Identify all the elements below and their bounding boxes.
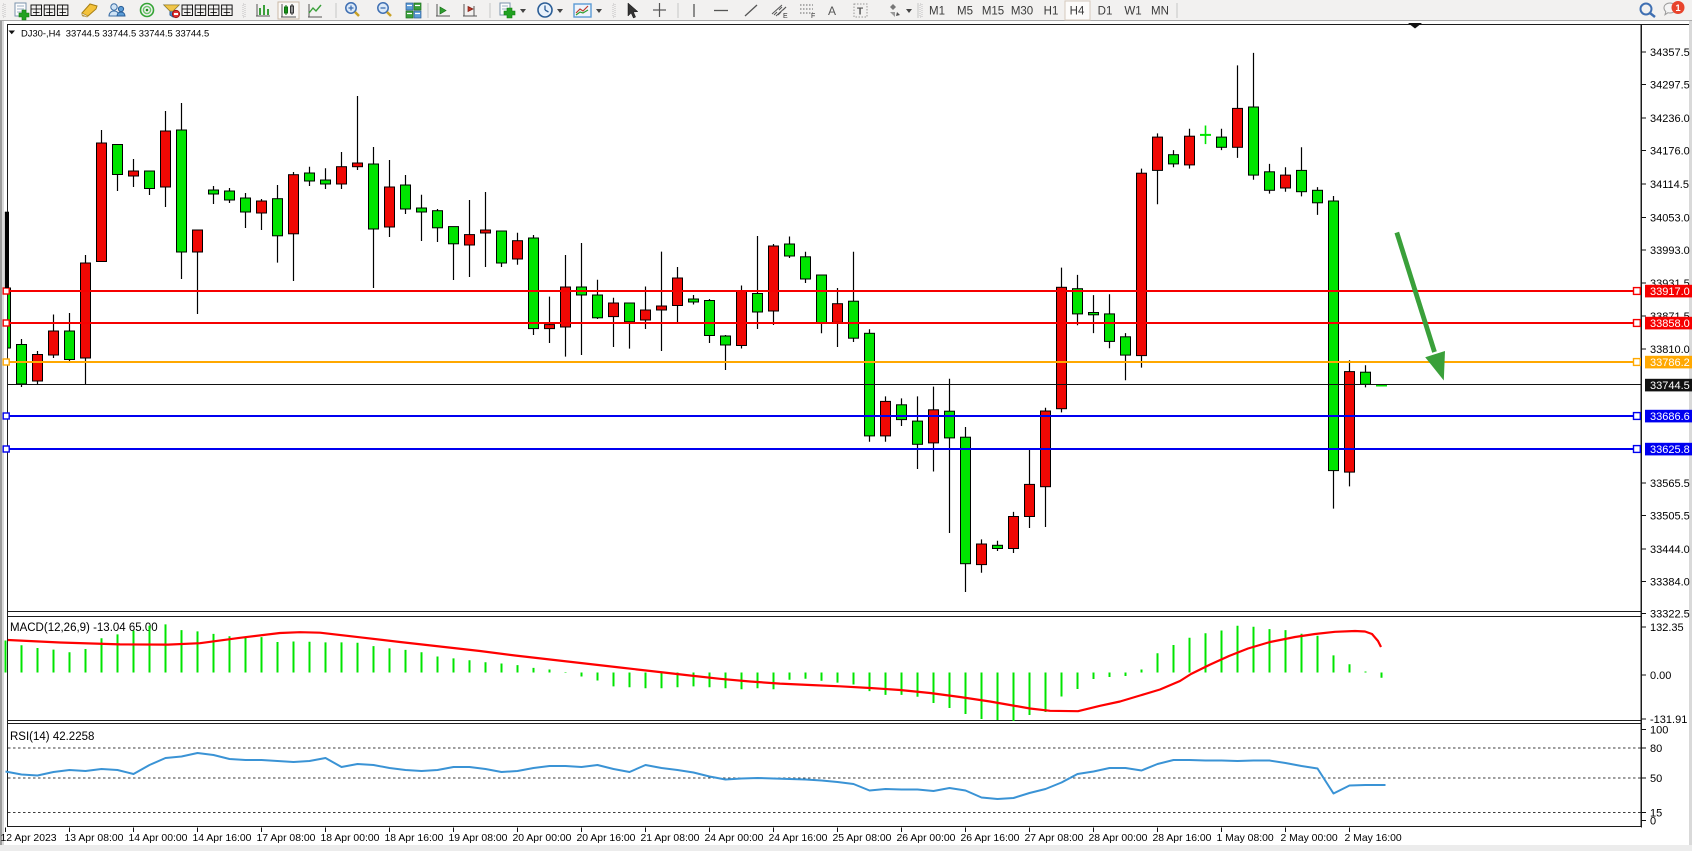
svg-text:33810.0: 33810.0	[1650, 344, 1690, 356]
svg-text:M30: M30	[1011, 6, 1033, 18]
svg-text:17 Apr 08:00: 17 Apr 08:00	[257, 833, 316, 844]
svg-text:33993.0: 33993.0	[1650, 245, 1690, 257]
svg-text:33384.0: 33384.0	[1650, 577, 1690, 589]
svg-text:80: 80	[1650, 743, 1662, 755]
svg-text:34053.0: 34053.0	[1650, 213, 1690, 225]
svg-text:33444.0: 33444.0	[1650, 544, 1690, 556]
svg-text:H4: H4	[1070, 6, 1085, 18]
svg-text:33565.5: 33565.5	[1650, 478, 1690, 490]
svg-text:34297.5: 34297.5	[1650, 80, 1690, 92]
svg-text:18 Apr 16:00: 18 Apr 16:00	[385, 833, 444, 844]
svg-text:14 Apr 16:00: 14 Apr 16:00	[193, 833, 252, 844]
svg-text:34176.0: 34176.0	[1650, 146, 1690, 158]
svg-text:33786.2: 33786.2	[1650, 357, 1690, 369]
svg-text:26 Apr 16:00: 26 Apr 16:00	[961, 833, 1020, 844]
svg-text:12 Apr 2023: 12 Apr 2023	[1, 833, 57, 844]
svg-text:RSI(14) 42.2258: RSI(14) 42.2258	[10, 731, 94, 743]
svg-text:MACD(12,26,9) -13.04 65.00: MACD(12,26,9) -13.04 65.00	[10, 622, 158, 634]
svg-text:18 Apr 00:00: 18 Apr 00:00	[321, 833, 380, 844]
svg-text:1: 1	[1675, 3, 1681, 14]
svg-text:15: 15	[1650, 808, 1662, 820]
svg-text:20 Apr 16:00: 20 Apr 16:00	[577, 833, 636, 844]
svg-text:33625.8: 33625.8	[1650, 444, 1690, 456]
svg-text:H1: H1	[1044, 6, 1059, 18]
svg-text:F: F	[811, 13, 815, 20]
svg-text:33505.5: 33505.5	[1650, 511, 1690, 523]
svg-text:0.00: 0.00	[1650, 670, 1671, 682]
svg-text:W1: W1	[1124, 6, 1141, 18]
svg-text:33744.5: 33744.5	[1650, 380, 1690, 392]
svg-text:E: E	[783, 13, 788, 20]
svg-text:100: 100	[1650, 725, 1668, 737]
svg-text:34357.5: 34357.5	[1650, 47, 1690, 59]
svg-text:50: 50	[1650, 773, 1662, 785]
svg-text:132.35: 132.35	[1650, 622, 1684, 634]
svg-text:M15: M15	[982, 6, 1004, 18]
svg-text:0: 0	[1650, 816, 1656, 828]
svg-text:33686.6: 33686.6	[1650, 411, 1690, 423]
svg-text:M1: M1	[929, 6, 945, 18]
svg-text:14 Apr 00:00: 14 Apr 00:00	[129, 833, 188, 844]
svg-text:13 Apr 08:00: 13 Apr 08:00	[65, 833, 124, 844]
svg-text:1 May 08:00: 1 May 08:00	[1217, 833, 1274, 844]
svg-text:34236.0: 34236.0	[1650, 113, 1690, 125]
svg-text:21 Apr 08:00: 21 Apr 08:00	[641, 833, 700, 844]
svg-text:M5: M5	[957, 6, 973, 18]
svg-text:2 May 00:00: 2 May 00:00	[1281, 833, 1338, 844]
svg-text:33858.0: 33858.0	[1650, 318, 1690, 330]
svg-text:28 Apr 16:00: 28 Apr 16:00	[1153, 833, 1212, 844]
svg-text:T: T	[857, 7, 863, 18]
svg-text:D1: D1	[1098, 6, 1113, 18]
svg-text:DJ30-,H4 33744.5 33744.5 3374: DJ30-,H4 33744.5 33744.5 33744.5 33744.5	[21, 28, 209, 39]
svg-text:27 Apr 08:00: 27 Apr 08:00	[1025, 833, 1084, 844]
svg-text:A: A	[828, 4, 836, 18]
svg-text:19 Apr 08:00: 19 Apr 08:00	[449, 833, 508, 844]
svg-text:25 Apr 08:00: 25 Apr 08:00	[833, 833, 892, 844]
svg-text:24 Apr 16:00: 24 Apr 16:00	[769, 833, 828, 844]
svg-text:24 Apr 00:00: 24 Apr 00:00	[705, 833, 764, 844]
svg-text:2 May 16:00: 2 May 16:00	[1345, 833, 1402, 844]
svg-text:28 Apr 00:00: 28 Apr 00:00	[1089, 833, 1148, 844]
svg-text:34114.5: 34114.5	[1650, 179, 1689, 191]
svg-text:20 Apr 00:00: 20 Apr 00:00	[513, 833, 572, 844]
svg-text:33917.0: 33917.0	[1650, 286, 1690, 298]
svg-text:33322.5: 33322.5	[1650, 609, 1690, 621]
svg-text:-131.91: -131.91	[1650, 714, 1687, 726]
svg-text:26 Apr 00:00: 26 Apr 00:00	[897, 833, 956, 844]
svg-text:MN: MN	[1151, 6, 1169, 18]
